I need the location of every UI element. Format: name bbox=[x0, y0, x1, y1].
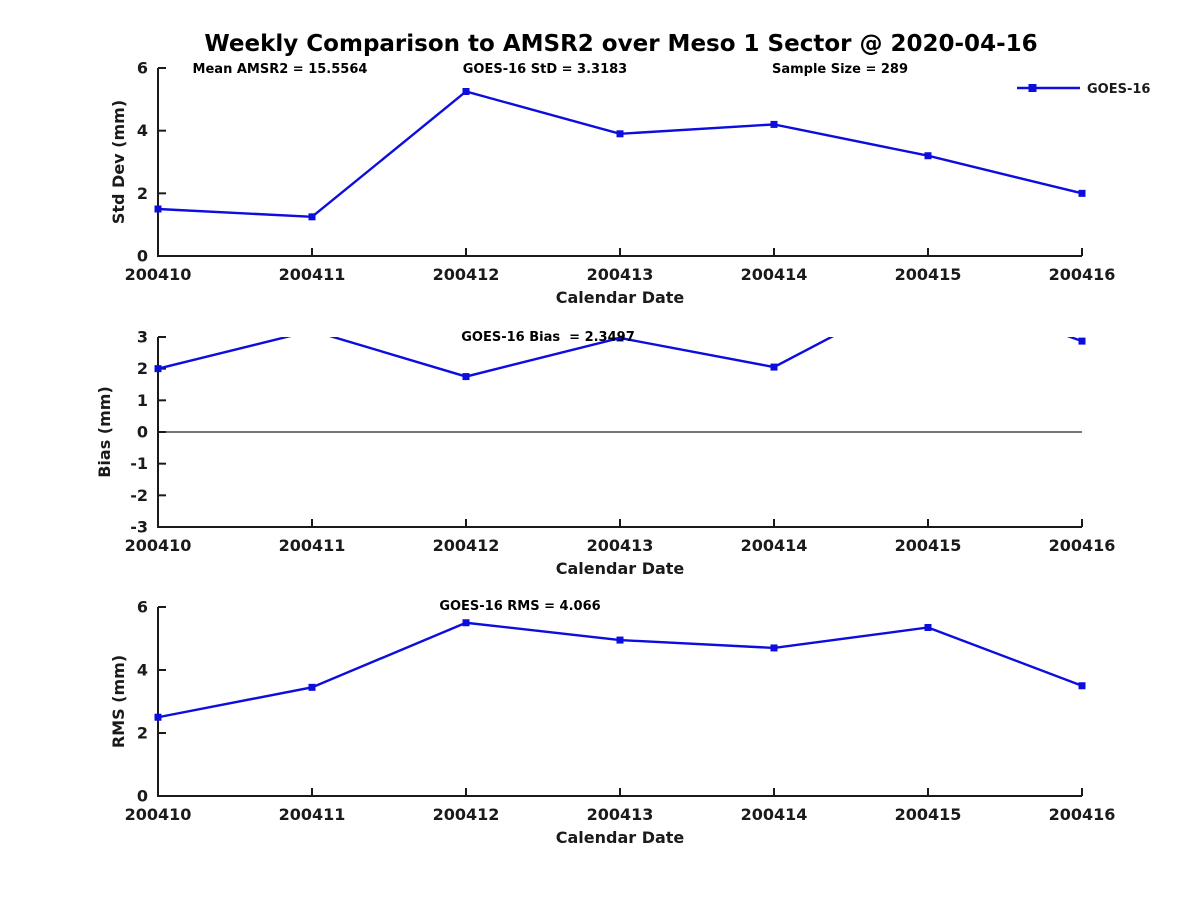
rms-x-tick-label: 200414 bbox=[741, 805, 808, 824]
bias-x-tick-label: 200410 bbox=[125, 536, 192, 555]
bias-y-tick-label: -1 bbox=[130, 454, 148, 473]
bias-marker bbox=[309, 327, 316, 334]
rms-marker bbox=[154, 713, 162, 721]
std-dev-x-tick-label: 200411 bbox=[279, 265, 346, 284]
std-dev-x-tick-label: 200416 bbox=[1049, 265, 1116, 284]
std-dev-marker bbox=[308, 213, 316, 221]
bias-xlabel: Calendar Date bbox=[556, 559, 685, 578]
panel-std-dev: 0 2 4 6 200410 200411 200412 200413 200414 200415… bbox=[109, 59, 1150, 308]
std-dev-marker bbox=[924, 152, 932, 160]
rms-y-tick-label: 0 bbox=[137, 787, 148, 806]
bias-ylabel: Bias (mm) bbox=[95, 386, 114, 478]
bias-annotation: GOES-16 Bias = 2.3497 bbox=[461, 330, 635, 345]
bias-x-tick-label: 200412 bbox=[433, 536, 500, 555]
std-dev-y-tick-label: 6 bbox=[137, 59, 148, 78]
std-dev-marker bbox=[770, 120, 778, 128]
std-dev-x-tick-label: 200415 bbox=[895, 265, 962, 284]
bias-marker bbox=[770, 363, 778, 371]
rms-ylabel: RMS (mm) bbox=[109, 655, 128, 748]
rms-marker bbox=[924, 623, 932, 631]
bias-y-tick-label: 1 bbox=[137, 391, 148, 410]
rms-marker bbox=[462, 619, 470, 627]
std-dev-x-tick-label: 200413 bbox=[587, 265, 654, 284]
rms-x-tick-label: 200415 bbox=[895, 805, 962, 824]
figure-title: Weekly Comparison to AMSR2 over Meso 1 S… bbox=[204, 31, 1037, 57]
std-dev-marker bbox=[154, 205, 162, 213]
std-dev-marker bbox=[616, 130, 624, 138]
std-dev-x-tick-label: 200410 bbox=[125, 265, 192, 284]
rms-y-tick-label: 4 bbox=[137, 661, 148, 680]
rms-y-tick-label: 6 bbox=[137, 598, 148, 617]
panel-rms: 0 2 4 6 200410 200411 200412 200413 200414 200415… bbox=[109, 598, 1115, 848]
std-dev-annotation: Mean AMSR2 = 15.5564 bbox=[193, 62, 368, 77]
bias-y-tick-label: 0 bbox=[137, 423, 148, 442]
rms-series-goes-16 bbox=[154, 619, 1086, 721]
bias-y-tick-label: 2 bbox=[137, 359, 148, 378]
rms-marker bbox=[616, 636, 624, 644]
std-dev-y-tick-label: 0 bbox=[137, 247, 148, 266]
std-dev-axes bbox=[157, 68, 1082, 257]
bias-x-tick-label: 200413 bbox=[587, 536, 654, 555]
bias-y-tick-label: -2 bbox=[130, 486, 148, 505]
bias-marker bbox=[462, 373, 470, 381]
bias-series-goes-16 bbox=[154, 327, 1086, 381]
bias-x-tick-label: 200415 bbox=[895, 536, 962, 555]
std-dev-x-tick-label: 200412 bbox=[433, 265, 500, 284]
bias-y-tick-label: -3 bbox=[130, 518, 148, 537]
bias-y-tick-label: 3 bbox=[137, 328, 148, 347]
rms-x-tick-label: 200413 bbox=[587, 805, 654, 824]
std-dev-marker bbox=[1078, 189, 1086, 197]
bias-x-tick-label: 200411 bbox=[279, 536, 346, 555]
rms-marker bbox=[308, 683, 316, 691]
rms-marker bbox=[1078, 682, 1086, 690]
std-dev-line bbox=[157, 90, 1083, 219]
legend-goes16-label: GOES-16 bbox=[1087, 82, 1150, 97]
std-dev-y-tick-label: 4 bbox=[137, 121, 148, 140]
std-dev-x-tick-label: 200414 bbox=[741, 265, 808, 284]
std-dev-marker bbox=[462, 88, 470, 95]
std-dev-series-goes-16 bbox=[154, 88, 1086, 221]
rms-x-tick-label: 200411 bbox=[279, 805, 346, 824]
rms-x-tick-label: 200416 bbox=[1049, 805, 1116, 824]
rms-x-tick-label: 200410 bbox=[125, 805, 192, 824]
std-dev-annotation: Sample Size = 289 bbox=[772, 62, 908, 77]
bias-marker bbox=[616, 337, 624, 342]
legend: GOES-16 bbox=[1017, 82, 1150, 97]
std-dev-xlabel: Calendar Date bbox=[556, 288, 685, 307]
rms-x-tick-label: 200412 bbox=[433, 805, 500, 824]
std-dev-annotation: GOES-16 StD = 3.3183 bbox=[463, 62, 627, 77]
rms-annotation: GOES-16 RMS = 4.066 bbox=[439, 599, 600, 614]
bias-marker bbox=[1078, 337, 1086, 345]
rms-y-tick-label: 2 bbox=[137, 724, 148, 743]
rms-marker bbox=[770, 644, 778, 652]
bias-x-tick-label: 200416 bbox=[1049, 536, 1116, 555]
std-dev-y-tick-label: 2 bbox=[137, 184, 148, 203]
std-dev-ylabel: Std Dev (mm) bbox=[109, 100, 128, 224]
bias-x-tick-label: 200414 bbox=[741, 536, 808, 555]
rms-xlabel: Calendar Date bbox=[556, 828, 685, 847]
bias-marker bbox=[154, 365, 162, 373]
legend-marker-sample bbox=[1028, 84, 1037, 92]
rms-axes bbox=[157, 607, 1082, 797]
